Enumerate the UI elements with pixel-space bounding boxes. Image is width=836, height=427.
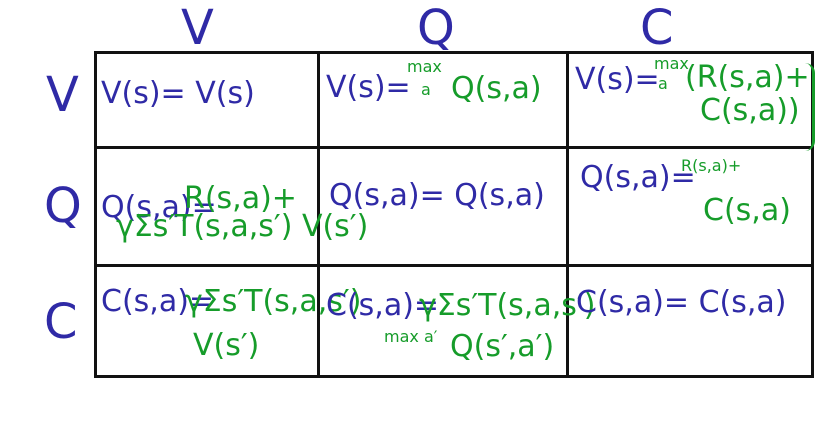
- cell-c-v-left: C(s,a)=: [101, 284, 215, 319]
- cell-c-q-max: max a′: [384, 327, 438, 346]
- cell-c-q-right-1: γΣs′T(s,a,s′): [419, 288, 596, 323]
- cell-q-c-left: Q(s,a)=: [580, 160, 696, 195]
- cell-c-v-right-2: V(s′): [193, 328, 260, 363]
- cell-v-c-left: V(s)=: [575, 62, 660, 97]
- cell-v-q-a: a: [421, 80, 431, 99]
- column-header-q: Q: [417, 0, 455, 56]
- cell-c-c: C(s,a)= C(s,a): [576, 285, 787, 320]
- cell-q-c-right-1: R(s,a)+: [681, 156, 742, 175]
- row-header-v: V: [46, 67, 79, 123]
- green-brace-icon: [802, 63, 815, 151]
- cell-v-c-max: max: [654, 54, 689, 73]
- row-header-q: Q: [44, 178, 82, 234]
- column-divider-2: [566, 51, 569, 378]
- matrix-grid: [94, 51, 814, 378]
- cell-v-c-right-2: C(s,a)): [700, 93, 800, 128]
- cell-q-q: Q(s,a)= Q(s,a): [329, 178, 545, 213]
- row-divider-2: [94, 264, 813, 267]
- cell-c-v-right-1: γΣs′T(s,a,s′): [185, 284, 362, 319]
- cell-q-v-left: Q(s,a)=: [101, 190, 217, 225]
- row-divider-1: [94, 146, 813, 149]
- cell-q-c-right-2: C(s,a): [703, 193, 791, 228]
- cell-c-q-left: C(s,a)=: [326, 288, 440, 323]
- cell-v-v: V(s)= V(s): [101, 76, 255, 111]
- cell-v-q-max: max: [407, 57, 442, 76]
- cell-v-c-a: a: [658, 74, 668, 93]
- cell-v-q-right: Q(s,a): [451, 71, 542, 106]
- cell-v-c-right-1: (R(s,a)+: [685, 60, 810, 95]
- column-divider-1: [317, 51, 320, 378]
- cell-v-q-left: V(s)=: [326, 70, 411, 105]
- cell-q-v-right-1: R(s,a)+: [184, 181, 297, 216]
- cell-q-v-right-2: γΣs′T(s,a,s′) V(s′): [116, 209, 369, 244]
- column-header-c: C: [640, 0, 674, 56]
- column-header-v: V: [181, 0, 214, 56]
- cell-c-q-right-2: Q(s′,a′): [450, 329, 555, 364]
- row-header-c: C: [44, 294, 78, 350]
